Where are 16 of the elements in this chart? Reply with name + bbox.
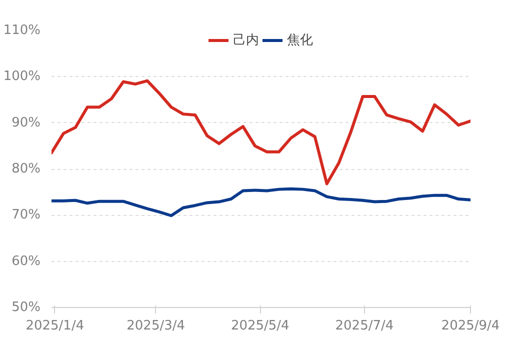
legend-label: 己内 <box>233 32 259 49</box>
x-tick-label: 2025/5/4 <box>230 318 290 334</box>
x-tick-label: 2025/9/4 <box>441 318 500 334</box>
legend-label: 焦化 <box>287 32 313 49</box>
x-tick-label: 2025/3/4 <box>126 318 186 334</box>
y-tick-label: 70% <box>12 208 41 223</box>
y-tick-label: 80% <box>12 162 41 176</box>
y-tick-label: 100% <box>3 69 41 84</box>
line-series <box>52 79 470 186</box>
x-tick-label: 2025/7/4 <box>335 318 394 334</box>
y-tick-label: 60% <box>12 254 41 269</box>
line-series <box>52 187 470 218</box>
y-tick-label: 50% <box>12 300 41 315</box>
y-tick-label: 110% <box>3 23 41 38</box>
y-tick-label: 90% <box>12 115 41 130</box>
x-tick-label: 2025/1/4 <box>26 318 84 334</box>
